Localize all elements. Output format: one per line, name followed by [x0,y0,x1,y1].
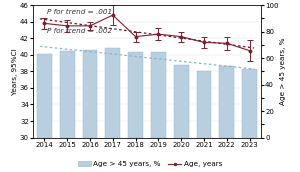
Bar [82,50,98,138]
Text: P for trend = .001: P for trend = .001 [47,9,112,15]
Bar [128,52,143,138]
Text: P for trend = .002: P for trend = .002 [47,28,112,34]
Y-axis label: Age > 45 years, %: Age > 45 years, % [280,38,286,105]
Bar [60,51,75,138]
Bar [151,52,166,138]
Bar [105,47,120,138]
Bar [242,69,257,138]
Bar [196,71,211,138]
Bar [219,66,234,138]
Bar [37,54,52,138]
Legend: Age > 45 years, %, Age, years: Age > 45 years, %, Age, years [75,158,225,170]
Y-axis label: Years, 95%CI: Years, 95%CI [12,48,18,95]
Bar [174,65,189,138]
